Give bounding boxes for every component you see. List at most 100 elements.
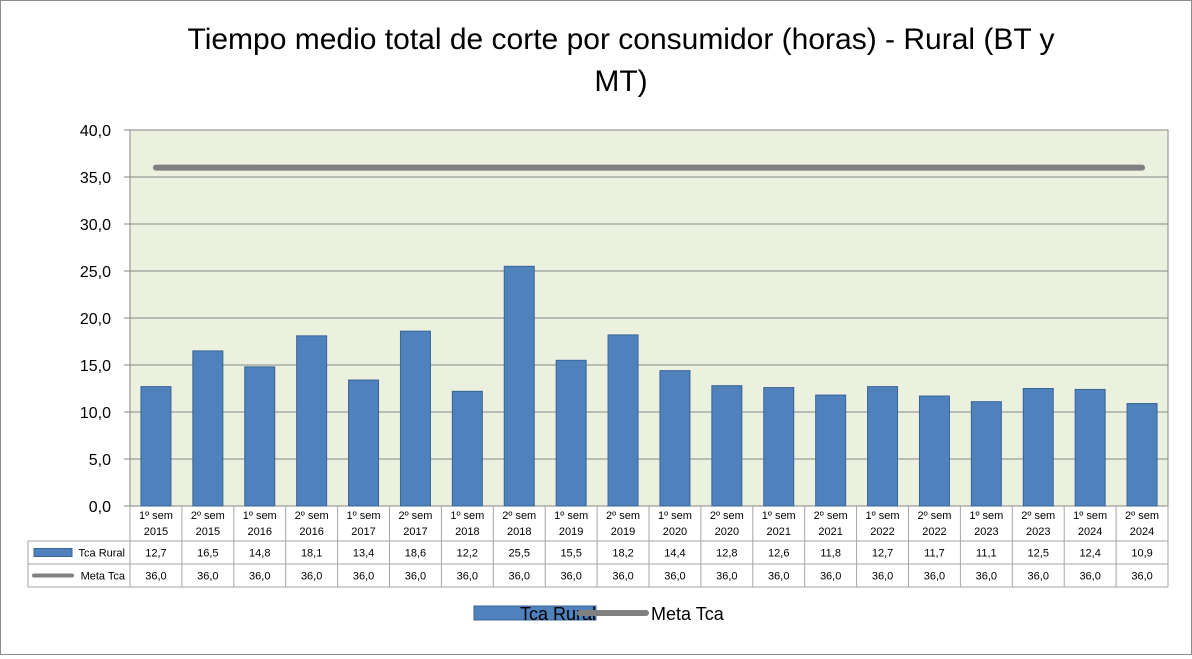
- bar: [659, 370, 691, 507]
- x-tick-label: 2º sem: [606, 510, 640, 522]
- table-cell: 12,5: [1028, 548, 1049, 560]
- bar: [140, 386, 172, 507]
- bar: [763, 387, 795, 507]
- bar: [970, 401, 1002, 507]
- table-cell: 36,0: [1079, 571, 1100, 583]
- x-tick-label: 2015: [196, 526, 220, 538]
- table-cell: 36,0: [405, 571, 426, 583]
- x-tick-label: 1º sem: [658, 510, 692, 522]
- table-cell: 36,0: [976, 571, 997, 583]
- bar: [918, 395, 950, 507]
- x-tick-label: 1º sem: [139, 510, 173, 522]
- bar: [451, 390, 483, 507]
- x-tick-label: 2º sem: [1021, 510, 1055, 522]
- x-tick-label: 2024: [1078, 526, 1102, 538]
- x-tick-label: 2022: [870, 526, 894, 538]
- y-tick-label: 15,0: [80, 358, 111, 375]
- x-tick-label: 1º sem: [969, 510, 1003, 522]
- x-tick-label: 2018: [507, 526, 531, 538]
- table-cell: 13,4: [353, 548, 374, 560]
- x-tick-label: 2017: [351, 526, 375, 538]
- y-tick-label: 5,0: [89, 452, 111, 469]
- bar: [607, 334, 639, 507]
- table-cell: 36,0: [197, 571, 218, 583]
- table-cell: 36,0: [768, 571, 789, 583]
- x-tick-label: 2020: [663, 526, 687, 538]
- table-cell: 18,6: [405, 548, 426, 560]
- y-tick-label: 35,0: [80, 170, 111, 187]
- x-tick-label: 1º sem: [347, 510, 381, 522]
- table-cell: 36,0: [457, 571, 478, 583]
- y-tick-label: 25,0: [80, 264, 111, 281]
- table-cell: 12,4: [1079, 548, 1100, 560]
- x-tick-label: 2019: [611, 526, 635, 538]
- x-tick-label: 2023: [974, 526, 998, 538]
- chart-title-line-2: MT): [594, 65, 647, 98]
- x-tick-label: 2º sem: [398, 510, 432, 522]
- table-cell: 25,5: [509, 548, 530, 560]
- x-tick-label: 2016: [248, 526, 272, 538]
- table-cell: 36,0: [249, 571, 270, 583]
- y-tick-label: 40,0: [80, 123, 111, 140]
- x-tick-label: 2º sem: [710, 510, 744, 522]
- table-cell: 36,0: [820, 571, 841, 583]
- table-row-label: Meta Tca: [81, 571, 126, 583]
- table-cell: 11,1: [976, 548, 997, 560]
- x-tick-label: 2016: [299, 526, 323, 538]
- table-cell: 36,0: [924, 571, 945, 583]
- bar: [1022, 388, 1054, 507]
- table-cell: 36,0: [353, 571, 374, 583]
- table-cell: 36,0: [872, 571, 893, 583]
- x-tick-label: 2021: [767, 526, 791, 538]
- table-cell: 12,2: [457, 548, 478, 560]
- x-tick-label: 2021: [818, 526, 842, 538]
- bar: [1126, 403, 1158, 507]
- y-tick-label: 0,0: [89, 499, 111, 516]
- table-cell: 36,0: [509, 571, 530, 583]
- table-cell: 36,0: [145, 571, 166, 583]
- table-cell: 11,8: [820, 548, 841, 560]
- x-tick-label: 2º sem: [917, 510, 951, 522]
- x-tick-label: 1º sem: [762, 510, 796, 522]
- x-tick-label: 1º sem: [866, 510, 900, 522]
- bar: [296, 335, 328, 507]
- table-cell: 14,8: [249, 548, 270, 560]
- table-cell: 18,2: [612, 548, 633, 560]
- x-tick-label: 2024: [1130, 526, 1154, 538]
- table-cell: 12,7: [145, 548, 166, 560]
- x-tick-label: 1º sem: [554, 510, 588, 522]
- table-cell: 36,0: [1028, 571, 1049, 583]
- y-tick-label: 20,0: [80, 311, 111, 328]
- table-cell: 12,6: [768, 548, 789, 560]
- table-cell: 36,0: [560, 571, 581, 583]
- table-cell: 14,4: [664, 548, 685, 560]
- table-row-label: Tca Rural: [79, 548, 125, 560]
- bar: [192, 350, 224, 507]
- x-tick-label: 2º sem: [1125, 510, 1159, 522]
- x-tick-label: 2019: [559, 526, 583, 538]
- bar: [867, 386, 899, 507]
- x-tick-label: 2º sem: [814, 510, 848, 522]
- x-tick-label: 1º sem: [450, 510, 484, 522]
- x-tick-label: 1º sem: [243, 510, 277, 522]
- bar: [555, 359, 587, 507]
- table-cell: 12,8: [716, 548, 737, 560]
- bar: [503, 265, 535, 507]
- x-tick-label: 2015: [144, 526, 168, 538]
- table-cell: 12,7: [872, 548, 893, 560]
- x-tick-label: 2º sem: [502, 510, 536, 522]
- x-tick-label: 2020: [715, 526, 739, 538]
- table-cell: 36,0: [716, 571, 737, 583]
- table-cell: 36,0: [1131, 571, 1152, 583]
- y-tick-label: 10,0: [80, 405, 111, 422]
- table-cell: 18,1: [301, 548, 322, 560]
- legend-label: Tca Rural: [520, 604, 596, 624]
- table-cell: 36,0: [301, 571, 322, 583]
- bar: [1074, 388, 1106, 507]
- table-cell: 36,0: [664, 571, 685, 583]
- x-tick-label: 2º sem: [295, 510, 329, 522]
- legend-label: Meta Tca: [651, 604, 725, 624]
- y-tick-label: 30,0: [80, 217, 111, 234]
